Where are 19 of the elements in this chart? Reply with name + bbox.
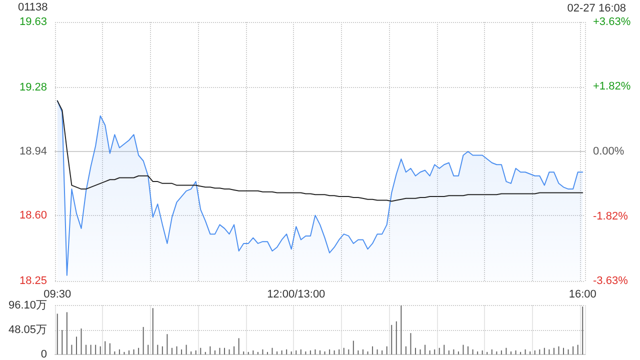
y-tick-label: 48.05万 [8, 324, 47, 336]
chart-title: 01138 [18, 2, 48, 14]
y2-tick-label: -3.63% [593, 275, 628, 287]
y-tick-label: 18.25 [19, 275, 47, 287]
y-tick-label: 18.60 [19, 209, 47, 222]
x-tick-label: 09:30 [44, 288, 72, 300]
x-tick-label: 12:00/13:00 [267, 288, 326, 300]
y-tick-label: 19.63 [19, 16, 47, 28]
y-tick-label: 96.10万 [8, 300, 47, 312]
y2-tick-label: 0.00% [593, 146, 624, 158]
y2-tick-label: +3.63% [593, 16, 631, 28]
y-tick-label: 19.28 [19, 82, 47, 94]
line-series [56, 100, 584, 202]
y-tick-label: 18.94 [19, 146, 47, 158]
y2-tick-label: +1.82% [593, 80, 631, 93]
y2-tick-label: -1.82% [593, 210, 628, 222]
x-tick-label: 16:00 [568, 288, 596, 300]
text: 02-27 16:08 [567, 2, 626, 14]
y-tick-label: 0 [40, 348, 47, 360]
